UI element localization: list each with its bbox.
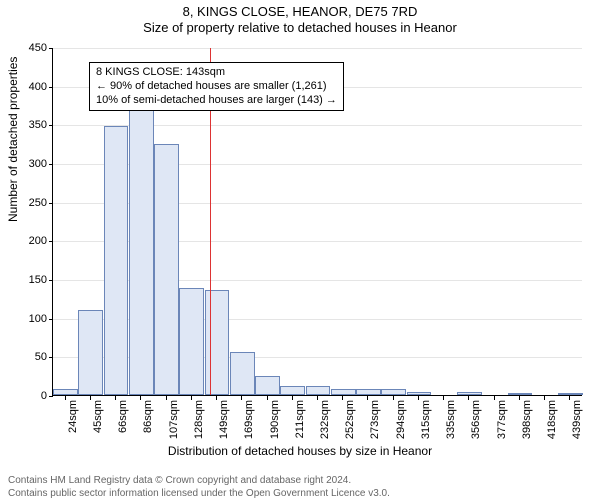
- histogram-bar: [78, 310, 103, 395]
- histogram-bar: [104, 126, 129, 395]
- y-axis-label: Number of detached properties: [6, 57, 20, 222]
- plot-area-inner: 8 KINGS CLOSE: 143sqm← 90% of detached h…: [52, 48, 582, 396]
- histogram-bar: [53, 389, 78, 395]
- chart-title-main: 8, KINGS CLOSE, HEANOR, DE75 7RD: [0, 4, 600, 19]
- y-tick-mark: [49, 48, 53, 49]
- x-tick-label: 169sqm: [243, 400, 255, 448]
- y-tick-mark: [49, 280, 53, 281]
- histogram-bar: [179, 288, 204, 395]
- x-tick-mark: [191, 396, 192, 400]
- y-tick-label: 300: [19, 158, 47, 170]
- grid-line: [53, 48, 582, 49]
- y-tick-mark: [49, 164, 53, 165]
- x-tick-label: 45sqm: [92, 400, 104, 448]
- x-axis-label: Distribution of detached houses by size …: [0, 444, 600, 458]
- info-box-line: 8 KINGS CLOSE: 143sqm: [96, 66, 337, 80]
- chart-plot-area: 8 KINGS CLOSE: 143sqm← 90% of detached h…: [52, 48, 582, 396]
- x-tick-mark: [166, 396, 167, 400]
- histogram-bar: [306, 386, 331, 395]
- x-tick-mark: [317, 396, 318, 400]
- x-tick-label: 211sqm: [294, 400, 306, 448]
- x-tick-mark: [292, 396, 293, 400]
- y-tick-label: 150: [19, 274, 47, 286]
- x-tick-label: 149sqm: [218, 400, 230, 448]
- histogram-bar: [558, 393, 583, 395]
- x-tick-label: 24sqm: [67, 400, 79, 448]
- y-tick-label: 250: [19, 197, 47, 209]
- x-tick-label: 356sqm: [470, 400, 482, 448]
- x-tick-mark: [90, 396, 91, 400]
- x-tick-label: 377sqm: [496, 400, 508, 448]
- x-tick-mark: [494, 396, 495, 400]
- x-tick-mark: [216, 396, 217, 400]
- y-tick-label: 50: [19, 351, 47, 363]
- x-tick-mark: [267, 396, 268, 400]
- x-tick-label: 335sqm: [445, 400, 457, 448]
- property-info-box: 8 KINGS CLOSE: 143sqm← 90% of detached h…: [89, 62, 344, 111]
- histogram-bar: [129, 107, 154, 395]
- info-box-line: ← 90% of detached houses are smaller (1,…: [96, 80, 337, 94]
- x-tick-label: 128sqm: [193, 400, 205, 448]
- x-tick-mark: [65, 396, 66, 400]
- x-tick-mark: [393, 396, 394, 400]
- x-tick-label: 398sqm: [521, 400, 533, 448]
- y-tick-label: 400: [19, 81, 47, 93]
- y-tick-mark: [49, 241, 53, 242]
- y-tick-mark: [49, 357, 53, 358]
- y-tick-label: 350: [19, 119, 47, 131]
- histogram-bar: [381, 389, 406, 395]
- x-tick-mark: [544, 396, 545, 400]
- chart-footer: Contains HM Land Registry data © Crown c…: [8, 475, 390, 500]
- histogram-bar: [356, 389, 381, 395]
- footer-line-2: Contains public sector information licen…: [8, 488, 390, 501]
- info-box-line: 10% of semi-detached houses are larger (…: [96, 94, 337, 108]
- footer-line-1: Contains HM Land Registry data © Crown c…: [8, 475, 390, 488]
- y-tick-mark: [49, 203, 53, 204]
- histogram-bar: [407, 392, 432, 395]
- y-tick-mark: [49, 125, 53, 126]
- x-tick-label: 86sqm: [142, 400, 154, 448]
- y-tick-label: 100: [19, 313, 47, 325]
- x-tick-label: 107sqm: [168, 400, 180, 448]
- x-tick-label: 190sqm: [269, 400, 281, 448]
- x-tick-label: 232sqm: [319, 400, 331, 448]
- y-tick-label: 0: [19, 390, 47, 402]
- x-tick-label: 315sqm: [420, 400, 432, 448]
- histogram-bar: [255, 376, 280, 395]
- histogram-bar: [154, 144, 179, 395]
- x-tick-label: 294sqm: [395, 400, 407, 448]
- histogram-bar: [331, 389, 356, 395]
- x-tick-label: 66sqm: [117, 400, 129, 448]
- y-tick-label: 200: [19, 235, 47, 247]
- histogram-bar: [280, 386, 305, 395]
- x-tick-label: 252sqm: [344, 400, 356, 448]
- x-tick-label: 439sqm: [571, 400, 583, 448]
- y-tick-mark: [49, 87, 53, 88]
- x-tick-label: 418sqm: [546, 400, 558, 448]
- y-tick-mark: [49, 396, 53, 397]
- histogram-bar: [457, 392, 482, 395]
- x-tick-label: 273sqm: [369, 400, 381, 448]
- histogram-bar: [230, 352, 255, 395]
- x-tick-mark: [115, 396, 116, 400]
- y-tick-label: 450: [19, 42, 47, 54]
- y-tick-mark: [49, 319, 53, 320]
- x-tick-mark: [418, 396, 419, 400]
- chart-title-sub: Size of property relative to detached ho…: [0, 20, 600, 35]
- histogram-bar: [205, 290, 230, 395]
- histogram-bar: [508, 393, 533, 395]
- x-tick-mark: [519, 396, 520, 400]
